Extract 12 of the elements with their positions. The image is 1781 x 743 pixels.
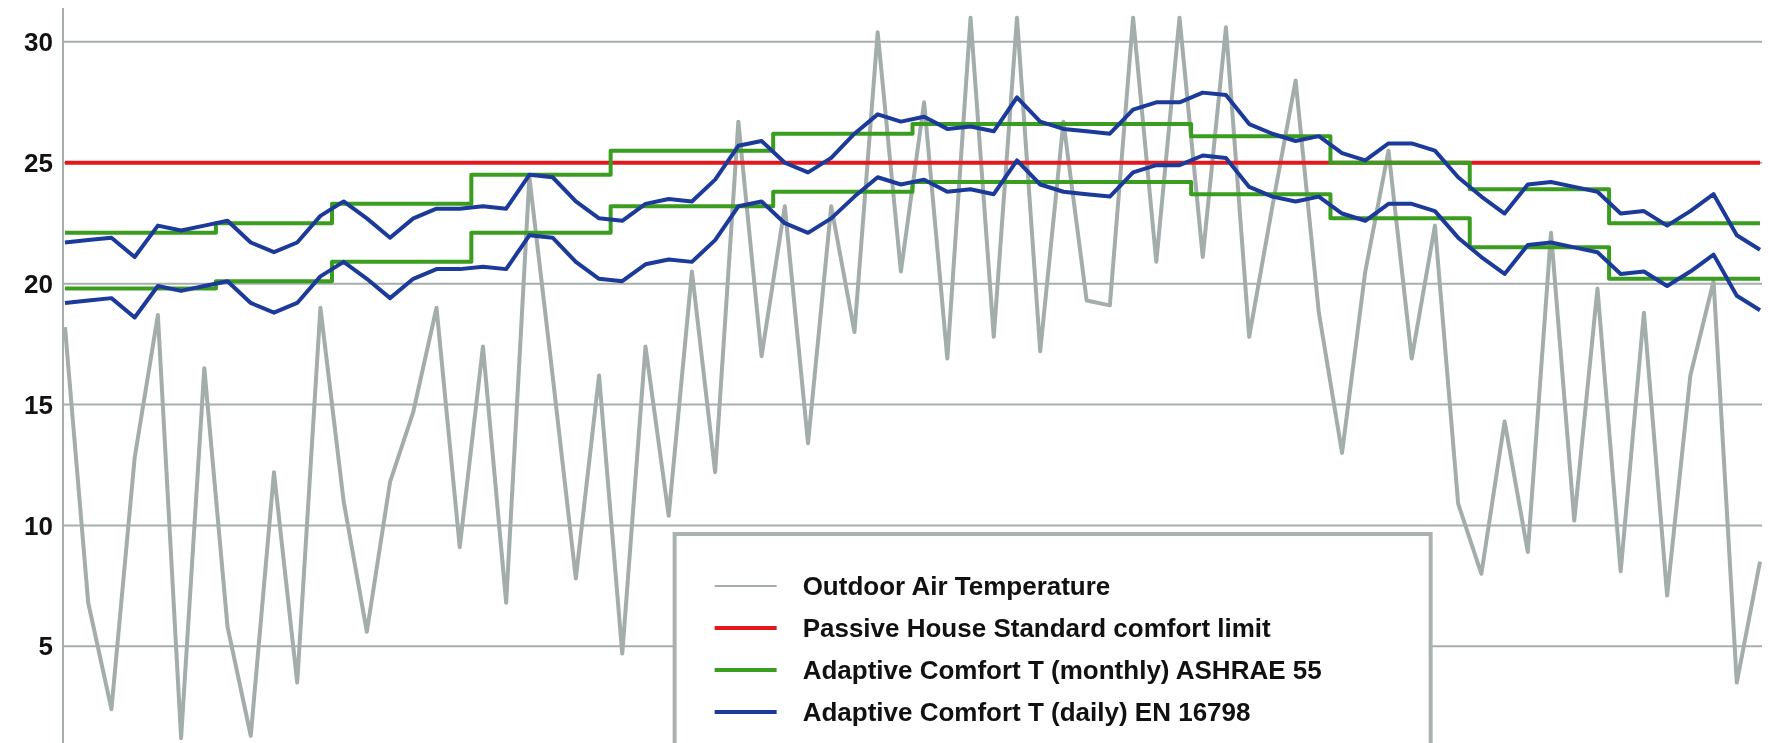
line-series — [63, 153, 1762, 320]
legend-label: Outdoor Air Temperature — [802, 571, 1111, 602]
y-tick-label: 15 — [24, 389, 53, 420]
y-tick-label: 5 — [38, 631, 53, 662]
legend-label: Adaptive Comfort T (monthly) ASHRAE 55 — [802, 655, 1322, 686]
y-tick-label: 20 — [24, 268, 53, 299]
legend-label: Passive House Standard comfort limit — [802, 613, 1272, 644]
line-series — [63, 90, 1762, 260]
legend-label: Adaptive Comfort T (daily) EN 16798 — [802, 697, 1251, 728]
y-tick-label: 25 — [24, 147, 53, 178]
y-tick-label: 10 — [24, 510, 53, 541]
y-tick-label: 30 — [24, 26, 53, 57]
